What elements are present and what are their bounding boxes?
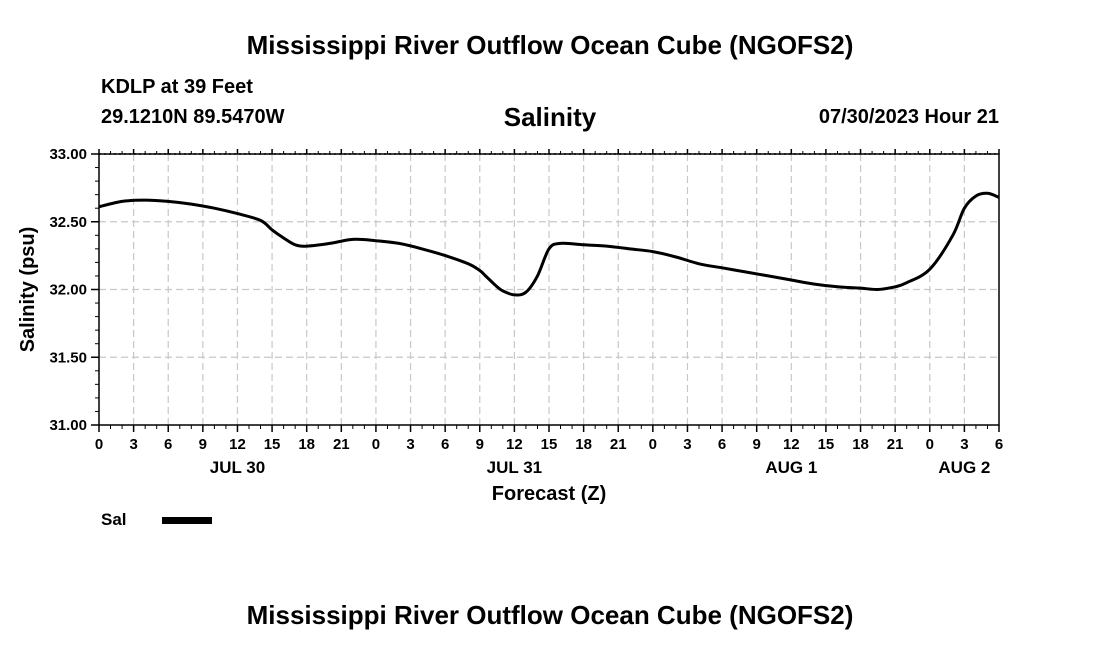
day-label: AUG 1 [765,458,817,477]
x-tick-label: 3 [406,436,414,453]
x-tick-label: 18 [298,436,315,453]
x-tick-label: 15 [264,436,281,453]
x-tick-label: 3 [960,436,968,453]
x-tick-label: 9 [753,436,761,453]
day-label: AUG 2 [938,458,990,477]
x-tick-label: 9 [476,436,484,453]
x-tick-label: 12 [783,436,800,453]
x-tick-label: 12 [506,436,523,453]
series-line-sal [98,191,1000,297]
x-tick-label: 6 [441,436,449,453]
x-tick-label: 0 [926,436,934,453]
y-tick-label: 32.50 [49,214,87,231]
y-tick-label: 33.00 [49,146,87,163]
legend-line-swatch [162,517,212,524]
x-tick-label: 0 [649,436,657,453]
x-tick-label: 12 [229,436,246,453]
forecast-datetime: 07/30/2023 Hour 21 [818,106,999,128]
x-tick-label: 18 [852,436,869,453]
y-axis-label: Salinity (psu) [17,227,39,353]
legend-label: Sal [101,510,127,529]
x-tick-label: 21 [333,436,350,453]
x-tick-label: 3 [683,436,691,453]
x-tick-label: 15 [541,436,558,453]
chart-subtitle: Salinity [503,102,597,132]
x-tick-label: 21 [610,436,627,453]
x-axis-label: Forecast (Z) [492,483,606,505]
x-tick-label: 15 [818,436,835,453]
station-coordinates: 29.1210N 89.5470W [101,106,285,128]
x-tick-label: 3 [129,436,137,453]
x-tick-label: 6 [995,436,1003,453]
x-tick-label: 0 [372,436,380,453]
x-tick-label: 18 [575,436,592,453]
chart-main-title: Mississippi River Outflow Ocean Cube (NG… [246,30,854,60]
day-label: JUL 30 [210,458,265,477]
day-label: JUL 31 [487,458,542,477]
station-label: KDLP at 39 Feet [101,76,253,98]
x-tick-label: 9 [199,436,207,453]
x-tick-label: 21 [887,436,904,453]
x-tick-label: 0 [95,436,103,453]
y-tick-label: 32.00 [49,282,87,299]
footer-title: Mississippi River Outflow Ocean Cube (NG… [246,600,854,630]
x-tick-label: 6 [164,436,172,453]
x-tick-label: 6 [718,436,726,453]
y-tick-label: 31.00 [49,417,87,434]
y-tick-label: 31.50 [49,349,87,366]
